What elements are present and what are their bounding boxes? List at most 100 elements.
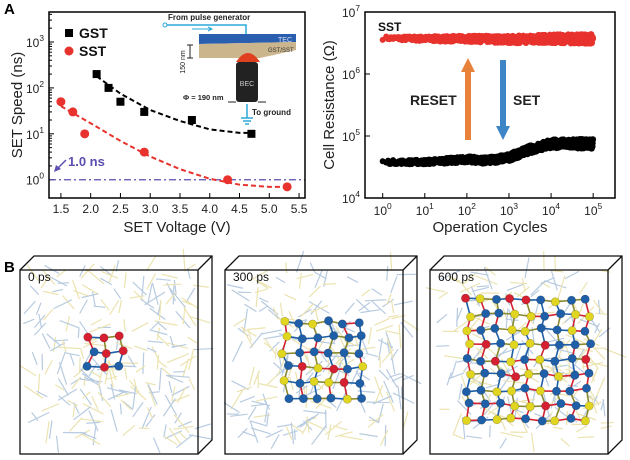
atom <box>511 372 521 382</box>
amorphous-bond <box>390 276 398 294</box>
amorphous-bond <box>181 297 198 309</box>
amorphous-bond <box>296 420 309 428</box>
amorphous-bond <box>58 362 68 385</box>
amorphous-bond <box>149 329 168 336</box>
amorphous-bond <box>57 378 70 396</box>
amorphous-bond <box>172 394 190 403</box>
amorphous-bond <box>53 339 68 342</box>
amorphous-bond <box>178 420 192 428</box>
amorphous-bond <box>483 391 492 403</box>
amorphous-bond <box>344 302 355 315</box>
amorphous-bond <box>264 405 269 423</box>
amorphous-bond <box>472 286 490 292</box>
amorphous-bond <box>332 367 342 390</box>
amorphous-bond <box>243 308 249 331</box>
atom <box>540 340 550 350</box>
amorphous-bond <box>118 389 137 395</box>
amorphous-bond <box>158 367 162 391</box>
snapshot-1: 300 ps <box>223 250 422 455</box>
box-back <box>429 255 623 455</box>
amorphous-bond <box>390 299 395 314</box>
amorphous-bond <box>169 288 186 308</box>
series-set-state <box>379 136 597 168</box>
phase-change-layer <box>199 42 296 58</box>
amorphous-bond <box>508 309 514 326</box>
amorphous-bond <box>134 345 148 352</box>
amorphous-bond <box>80 263 95 279</box>
amorphous-bond <box>240 326 257 337</box>
amorphous-bond <box>296 273 314 280</box>
amorphous-bond <box>317 335 327 351</box>
atom <box>535 355 545 365</box>
time-label: 0 ps <box>28 270 51 284</box>
amorphous-bond <box>73 406 91 421</box>
amorphous-bond <box>346 276 359 283</box>
amorphous-bond <box>579 282 588 294</box>
x-tick-label: 4.5 <box>231 202 248 216</box>
amorphous-bond <box>279 302 284 317</box>
amorphous-bond <box>358 372 371 381</box>
amorphous-bond <box>187 336 198 344</box>
amorphous-bond <box>233 318 246 327</box>
amorphous-bond <box>175 434 194 449</box>
atom <box>550 356 560 366</box>
data-point-GST <box>116 97 125 106</box>
amorphous-bond <box>574 408 582 421</box>
amorphous-bond <box>120 399 132 411</box>
amorphous-bond <box>350 364 361 386</box>
atom <box>556 309 566 319</box>
amorphous-bond <box>530 289 540 298</box>
amorphous-bond <box>124 367 128 380</box>
legend-marker-SST <box>64 46 74 56</box>
amorphous-bond <box>335 326 349 346</box>
amorphous-bond <box>53 336 57 352</box>
amorphous-bond <box>61 339 67 353</box>
amorphous-bond <box>46 333 61 347</box>
atom <box>339 378 349 388</box>
amorphous-bond <box>31 351 38 366</box>
amorphous-bond <box>499 438 507 449</box>
atom <box>461 293 471 303</box>
amorphous-bond <box>237 428 248 439</box>
amorphous-bond <box>244 303 257 313</box>
amorphous-bond <box>28 411 50 423</box>
atom <box>520 326 530 336</box>
atom <box>541 401 551 411</box>
amorphous-bond <box>552 426 564 430</box>
atom <box>465 339 475 349</box>
atom <box>354 349 364 359</box>
x-axis-label: SET Voltage (V) <box>123 219 230 236</box>
amorphous-bond <box>385 369 398 388</box>
x-tick-label: 2.0 <box>82 202 99 216</box>
amorphous-bond <box>146 347 157 353</box>
amorphous-bond <box>389 251 393 271</box>
amorphous-bond <box>360 289 371 297</box>
reset-arrowhead <box>461 58 475 72</box>
fit-curve-GST <box>96 75 252 134</box>
amorphous-bond <box>91 291 96 306</box>
amorphous-bond <box>171 343 187 348</box>
amorphous-bond <box>465 435 483 439</box>
atom <box>556 399 566 409</box>
amorphous-bond <box>189 315 211 324</box>
atom <box>535 386 545 396</box>
amorphous-bond <box>370 300 386 315</box>
amorphous-bond <box>463 355 477 373</box>
amorphous-bond <box>342 358 355 368</box>
amorphous-bond <box>44 360 53 375</box>
amorphous-bond <box>306 416 310 433</box>
amorphous-bond <box>162 398 176 417</box>
amorphous-bond <box>100 299 110 311</box>
amorphous-bond <box>334 431 353 438</box>
amorphous-bond <box>230 389 244 410</box>
amorphous-bond <box>600 425 612 430</box>
amorphous-bond <box>272 362 285 373</box>
amorphous-bond <box>247 328 252 341</box>
amorphous-bond <box>327 359 330 375</box>
amorphous-bond <box>469 374 482 386</box>
amorphous-bond <box>229 413 248 417</box>
amorphous-bond <box>98 385 104 402</box>
amorphous-bond <box>118 300 123 314</box>
amorphous-bond <box>310 304 329 313</box>
atom <box>506 357 516 367</box>
